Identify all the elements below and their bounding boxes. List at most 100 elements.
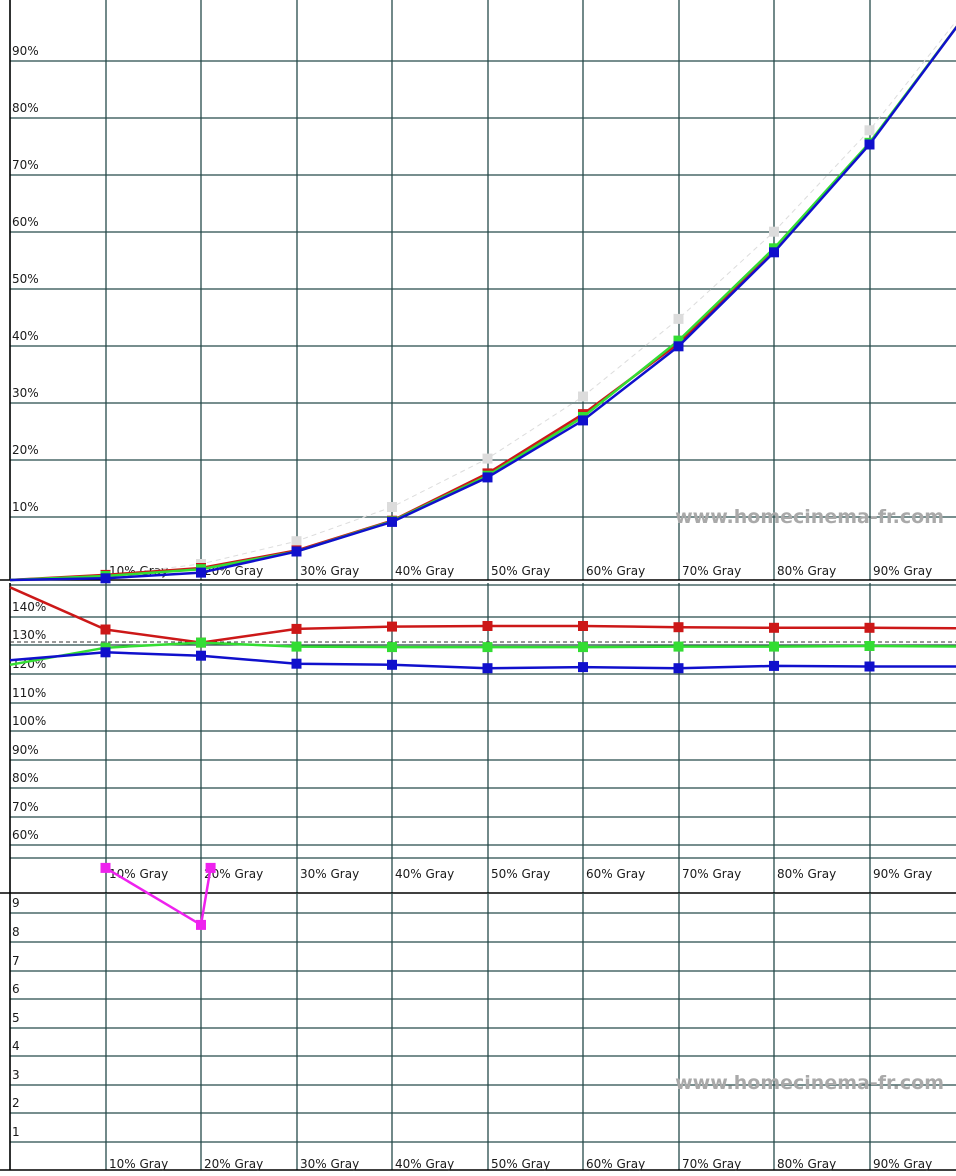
data-point-green xyxy=(387,642,397,653)
y-tick-label: 100% xyxy=(12,714,46,728)
data-point-reference xyxy=(291,536,302,547)
data-point-blue xyxy=(673,341,684,352)
data-point-red xyxy=(482,621,493,631)
data-point-blue xyxy=(482,663,493,674)
category-label: 40% Gray xyxy=(395,867,454,881)
data-point-reference xyxy=(673,313,684,324)
y-tick-label: 9 xyxy=(12,896,20,910)
y-tick-label: 90% xyxy=(12,743,39,757)
data-point-magenta xyxy=(196,919,206,930)
data-point-green xyxy=(673,641,684,652)
category-label: 90% Gray xyxy=(873,867,932,881)
y-tick-label: 1 xyxy=(12,1125,20,1139)
category-label: 30% Gray xyxy=(300,1157,359,1171)
data-point-blue xyxy=(769,660,779,671)
data-point-blue xyxy=(100,573,111,584)
category-label: 90% Gray xyxy=(873,564,932,578)
category-label: 70% Gray xyxy=(682,564,741,578)
y-tick-label: 3 xyxy=(12,1068,20,1082)
data-point-green xyxy=(673,335,684,346)
y-tick-label: 2 xyxy=(12,1096,20,1110)
data-point-reference xyxy=(387,502,397,512)
data-point-green xyxy=(291,641,302,652)
data-point-blue xyxy=(291,546,302,557)
data-point-red xyxy=(673,622,684,633)
category-label: 80% Gray xyxy=(777,1157,836,1171)
data-point-green xyxy=(864,641,875,651)
y-tick-label: 80% xyxy=(12,101,39,115)
data-point-reference xyxy=(769,226,779,237)
category-label: 30% Gray xyxy=(300,564,359,578)
data-point-red xyxy=(769,622,779,633)
category-label: 80% Gray xyxy=(777,867,836,881)
data-point-blue xyxy=(769,247,779,258)
data-point-magenta xyxy=(100,862,111,873)
y-tick-label: 90% xyxy=(12,44,39,58)
data-point-blue xyxy=(578,662,588,673)
data-point-reference xyxy=(864,125,875,136)
panel-3: 1 2 3 4 5 6 7 8 9 10% Gray 20% Gray 30% Gray 40% Gra… xyxy=(0,862,956,1171)
data-point-blue xyxy=(673,663,684,674)
data-point-blue xyxy=(100,647,111,658)
data-point-blue xyxy=(482,472,493,483)
category-label: 50% Gray xyxy=(491,1157,550,1171)
data-point-green xyxy=(769,641,779,652)
data-point-red xyxy=(578,621,588,631)
data-point-magenta xyxy=(205,862,216,873)
data-point-blue xyxy=(864,661,875,672)
y-tick-label: 140% xyxy=(12,600,46,614)
y-tick-label: 6 xyxy=(12,982,20,996)
panel-2: 60%70%80%90%100%110%120%130%140%10% Gray… xyxy=(0,583,956,894)
panel-1: 10%20%30%40%50%60%70%80%90%10% Gray 20% G… xyxy=(0,0,956,584)
category-label: 70% Gray xyxy=(682,867,741,881)
y-tick-label: 10% xyxy=(12,500,39,514)
y-tick-label: 8 xyxy=(12,925,20,939)
category-label: 50% Gray xyxy=(491,564,550,578)
data-point-reference xyxy=(482,453,493,464)
data-point-green xyxy=(578,642,588,653)
y-tick-label: 50% xyxy=(12,272,39,286)
y-tick-label: 40% xyxy=(12,329,39,343)
category-label: 90% Gray xyxy=(873,1157,932,1171)
data-point-red xyxy=(864,622,875,633)
watermark-bottom: www.homecinema-fr.com xyxy=(675,1072,944,1094)
y-tick-label: 60% xyxy=(12,215,39,229)
y-tick-label: 130% xyxy=(12,628,46,642)
category-label: 20% Gray xyxy=(204,867,263,881)
y-tick-label: 80% xyxy=(12,771,39,785)
y-tick-label: 70% xyxy=(12,800,39,814)
category-label: 60% Gray xyxy=(586,1157,645,1171)
data-point-blue xyxy=(387,516,397,527)
y-tick-label: 110% xyxy=(12,686,46,700)
category-label: 30% Gray xyxy=(300,867,359,881)
category-label: 50% Gray xyxy=(491,867,550,881)
y-tick-label: 60% xyxy=(12,828,39,842)
data-point-blue xyxy=(196,567,206,578)
category-label: 60% Gray xyxy=(586,867,645,881)
data-point-red xyxy=(291,623,302,634)
data-point-reference xyxy=(578,391,588,402)
category-label: 70% Gray xyxy=(682,1157,741,1171)
category-label: 80% Gray xyxy=(777,564,836,578)
category-label: 60% Gray xyxy=(586,564,645,578)
category-label: 40% Gray xyxy=(395,1157,454,1171)
category-label: 10% Gray xyxy=(109,1157,168,1171)
data-point-green xyxy=(196,637,206,648)
data-point-red xyxy=(387,621,397,632)
data-point-blue xyxy=(196,650,206,661)
data-point-green xyxy=(482,642,493,653)
data-point-blue xyxy=(387,659,397,670)
y-tick-label: 30% xyxy=(12,386,39,400)
watermark-top: www.homecinema-fr.com xyxy=(675,506,944,528)
y-tick-label: 5 xyxy=(12,1011,20,1025)
y-tick-label: 20% xyxy=(12,443,39,457)
y-tick-label: 4 xyxy=(12,1039,20,1053)
data-point-blue xyxy=(864,139,875,150)
y-tick-label: 70% xyxy=(12,158,39,172)
data-point-blue xyxy=(578,415,588,426)
category-label: 20% Gray xyxy=(204,1157,263,1171)
data-point-blue xyxy=(291,658,302,669)
